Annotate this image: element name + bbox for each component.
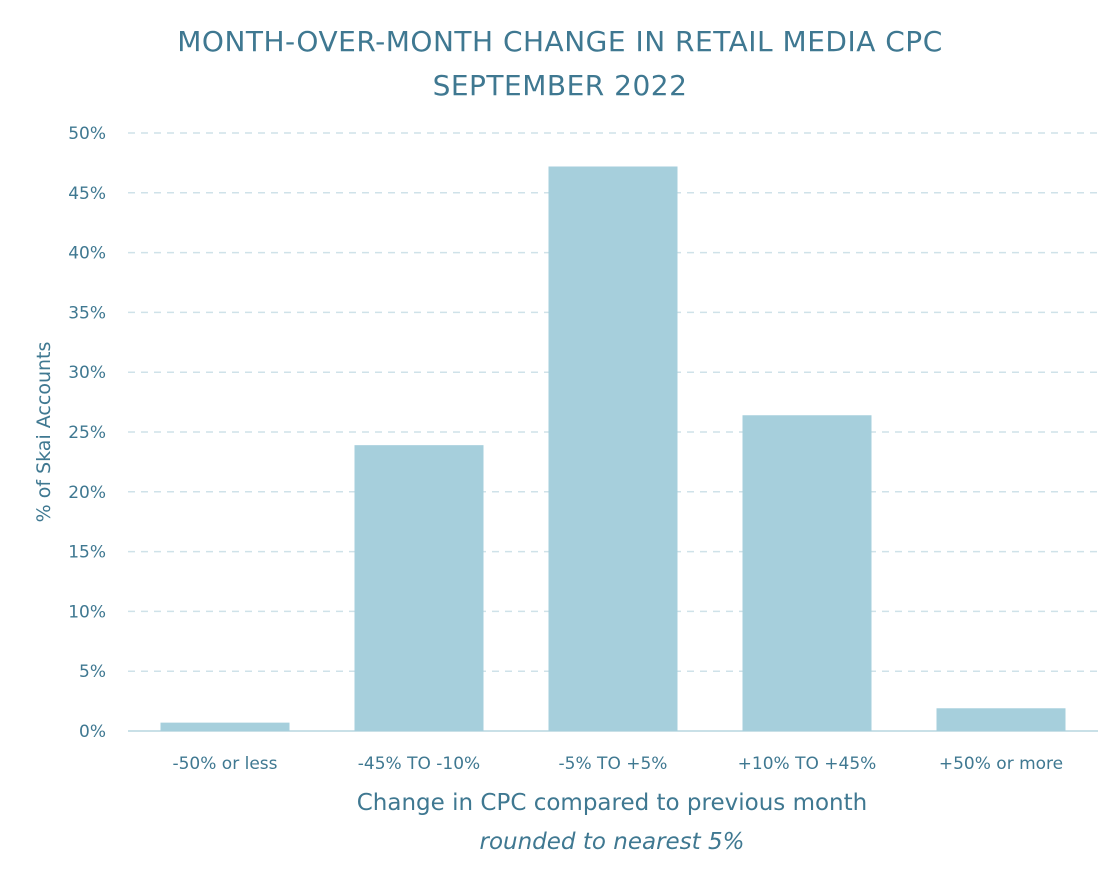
chart-subtitle: SEPTEMBER 2022 (433, 69, 688, 102)
x-tick-label: -5% TO +5% (559, 754, 668, 774)
y-tick-label: 35% (68, 303, 106, 323)
bar (548, 166, 678, 731)
y-tick-label: 30% (68, 363, 106, 383)
y-tick-label: 10% (68, 602, 106, 622)
bar (160, 722, 290, 731)
x-tick-label: +10% TO +45% (738, 754, 877, 774)
bars (160, 166, 1066, 731)
x-tick-label: +50% or more (939, 754, 1063, 774)
y-tick-label: 25% (68, 423, 106, 443)
x-tick-label: -50% or less (172, 754, 277, 774)
x-tick-label: -45% TO -10% (358, 754, 480, 774)
bar (742, 415, 872, 731)
y-axis-label: % of Skai Accounts (33, 342, 55, 523)
chart-title: MONTH-OVER-MONTH CHANGE IN RETAIL MEDIA … (177, 25, 943, 58)
bar (354, 445, 484, 731)
y-tick-label: 40% (68, 244, 106, 264)
y-tick-label: 50% (68, 124, 106, 144)
y-tick-label: 5% (79, 662, 106, 682)
x-axis-label-note: rounded to nearest 5% (480, 829, 745, 855)
y-tick-label: 20% (68, 483, 106, 503)
x-axis-label: Change in CPC compared to previous month (357, 790, 867, 816)
y-tick-label: 45% (68, 184, 106, 204)
y-tick-label: 15% (68, 543, 106, 563)
y-tick-label: 0% (79, 722, 106, 742)
bar (936, 708, 1066, 731)
y-axis-tick-labels: 0% 5% 10% 15% 20% 25% 30% 35% 40% 45% 50% (68, 124, 106, 742)
x-axis-tick-labels: -50% or less -45% TO -10% -5% TO +5% +10% T… (172, 754, 1063, 774)
